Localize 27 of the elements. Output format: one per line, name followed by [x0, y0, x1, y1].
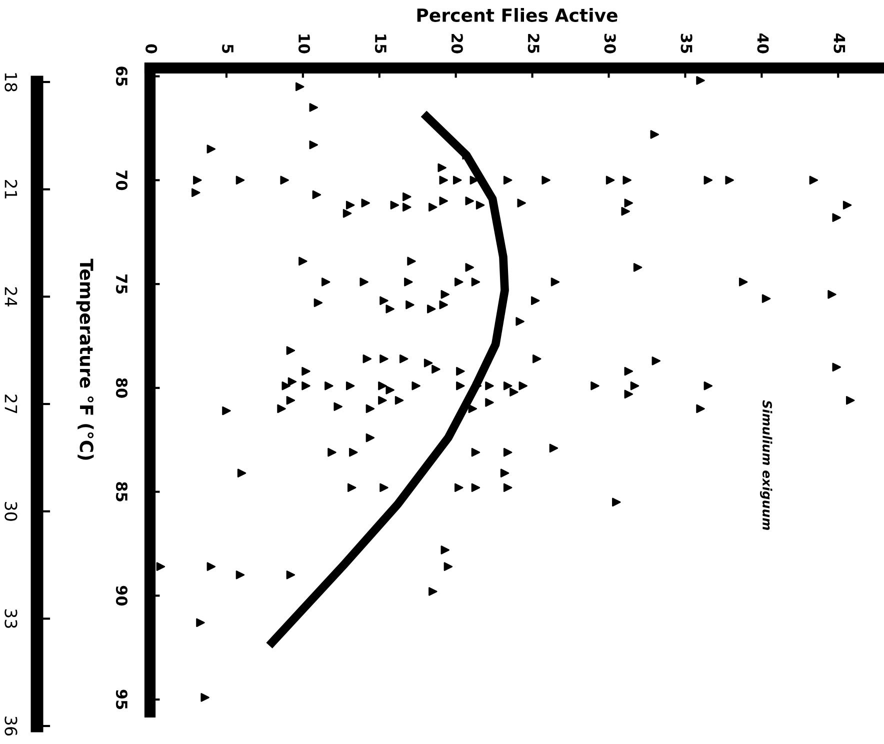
annotation: Simulium exiguum [760, 400, 772, 530]
x-tick-label: 10 [298, 34, 310, 54]
x-tick-label: 25 [528, 34, 540, 54]
y2-tick-label: 30 [4, 502, 18, 521]
y2-tick-label: 36 [4, 716, 18, 736]
y2-tick-label: 24 [4, 287, 18, 306]
y-tick-label: 70 [116, 170, 128, 190]
x-tick-label: 20 [451, 34, 463, 54]
y-tick-label: 95 [116, 690, 128, 710]
x-tick-label: 30 [604, 34, 616, 54]
y2-tick-label: 21 [4, 180, 18, 198]
y-tick-label: 75 [116, 274, 128, 294]
y-tick-label: 85 [116, 482, 128, 502]
y-tick-label: 90 [116, 586, 128, 606]
y2-tick-label: 27 [4, 394, 18, 414]
x-tick-label: 15 [374, 34, 386, 54]
y-tick-label: 65 [116, 66, 128, 86]
y-axis-title: Temperature °F (°C) [76, 258, 94, 460]
y2-tick-label: 33 [4, 609, 18, 628]
x-axis-title: Percent Flies Active [417, 8, 618, 22]
y2-tick-label: 18 [4, 73, 18, 92]
x-tick-label: 35 [680, 34, 692, 54]
x-tick-label: 45 [834, 34, 846, 54]
y-tick-label: 80 [116, 378, 128, 398]
x-tick-label: 40 [757, 34, 769, 54]
x-tick-label: 0 [146, 44, 158, 54]
x-tick-label: 5 [222, 44, 234, 54]
